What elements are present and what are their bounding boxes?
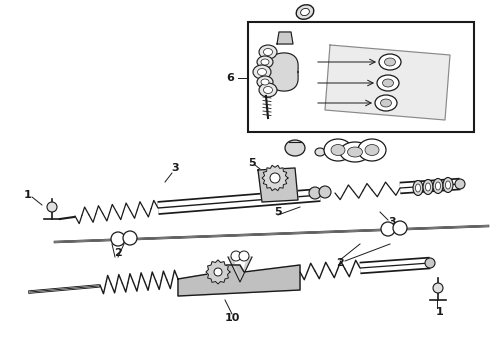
Circle shape [214, 268, 222, 276]
Circle shape [319, 186, 331, 198]
Ellipse shape [257, 76, 273, 88]
Text: 10: 10 [224, 313, 240, 323]
Ellipse shape [425, 183, 431, 191]
Ellipse shape [315, 148, 325, 156]
Text: 1: 1 [24, 190, 32, 200]
Circle shape [111, 232, 125, 246]
Ellipse shape [253, 65, 271, 79]
Ellipse shape [365, 144, 379, 156]
Polygon shape [262, 165, 288, 191]
Text: 2: 2 [336, 258, 344, 268]
Ellipse shape [436, 182, 441, 190]
Ellipse shape [375, 95, 397, 111]
Ellipse shape [416, 184, 420, 192]
Circle shape [455, 179, 465, 189]
Circle shape [425, 258, 435, 268]
Ellipse shape [259, 45, 277, 59]
Text: 6: 6 [226, 73, 234, 83]
Polygon shape [262, 53, 298, 91]
Text: 2: 2 [114, 248, 122, 258]
Ellipse shape [331, 144, 345, 156]
Text: 5: 5 [248, 158, 256, 168]
Text: 9: 9 [264, 193, 272, 203]
Ellipse shape [347, 147, 363, 157]
Text: 7: 7 [458, 78, 466, 88]
Ellipse shape [258, 68, 267, 76]
Text: 5: 5 [274, 207, 282, 217]
Circle shape [231, 251, 241, 261]
Text: 3: 3 [388, 217, 396, 227]
Ellipse shape [261, 59, 269, 65]
Ellipse shape [261, 79, 269, 85]
Text: 3: 3 [171, 163, 179, 173]
Ellipse shape [423, 180, 433, 194]
Ellipse shape [433, 179, 443, 194]
Circle shape [270, 173, 280, 183]
Ellipse shape [296, 5, 314, 19]
Ellipse shape [358, 139, 386, 161]
Ellipse shape [445, 181, 450, 189]
Ellipse shape [259, 83, 277, 97]
Ellipse shape [413, 180, 423, 195]
Circle shape [433, 283, 443, 293]
Ellipse shape [381, 99, 392, 107]
Ellipse shape [383, 79, 393, 87]
Ellipse shape [377, 75, 399, 91]
Ellipse shape [257, 56, 273, 68]
Text: 8: 8 [254, 113, 262, 123]
Ellipse shape [379, 54, 401, 70]
Text: 4: 4 [218, 269, 226, 279]
Polygon shape [325, 45, 450, 120]
Circle shape [393, 221, 407, 235]
Polygon shape [277, 32, 293, 44]
Ellipse shape [285, 140, 305, 156]
Ellipse shape [264, 86, 272, 94]
Circle shape [123, 231, 137, 245]
Circle shape [47, 202, 57, 212]
Ellipse shape [443, 177, 453, 193]
Polygon shape [228, 257, 252, 282]
Circle shape [239, 251, 249, 261]
Circle shape [381, 222, 395, 236]
Ellipse shape [300, 8, 309, 15]
Ellipse shape [324, 139, 352, 161]
Polygon shape [258, 168, 298, 202]
Ellipse shape [340, 142, 370, 162]
Circle shape [309, 187, 321, 199]
Text: 1: 1 [436, 307, 444, 317]
Polygon shape [206, 260, 230, 284]
Ellipse shape [385, 58, 395, 66]
Bar [248, 22, 474, 132]
Ellipse shape [264, 49, 272, 55]
Polygon shape [178, 265, 300, 296]
